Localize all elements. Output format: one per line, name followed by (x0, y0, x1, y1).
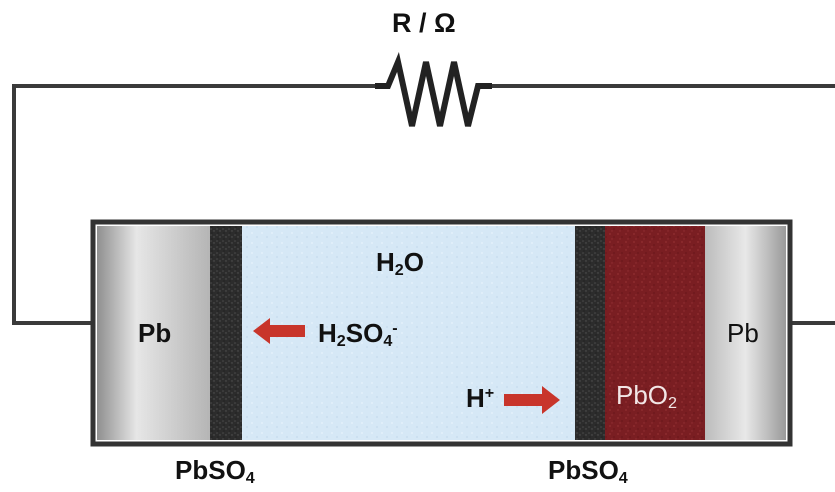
water-label: H2O (376, 247, 424, 280)
circuit-wire-left (12, 84, 375, 325)
sulfuric-species-label: H2SO4- (318, 318, 398, 351)
proton-label: H+ (466, 383, 495, 413)
right-pb-electrode (705, 226, 786, 440)
resistor-label: R / Ω (392, 8, 456, 38)
anion-arrow-left (253, 318, 305, 344)
left-pbso4-label: PbSO4 (175, 455, 255, 488)
left-pb-electrode (97, 226, 210, 440)
pbo2-layer (605, 226, 705, 440)
left-pbso4-layer (210, 226, 242, 440)
right-pb-label: Pb (727, 318, 759, 348)
pbo2-label: PbO2 (616, 380, 677, 413)
left-pb-label: Pb (138, 318, 172, 348)
resistor-symbol (375, 52, 492, 127)
cation-arrow-right (504, 386, 560, 414)
right-pbso4-layer (575, 226, 605, 440)
right-pbso4-label: PbSO4 (548, 455, 628, 488)
